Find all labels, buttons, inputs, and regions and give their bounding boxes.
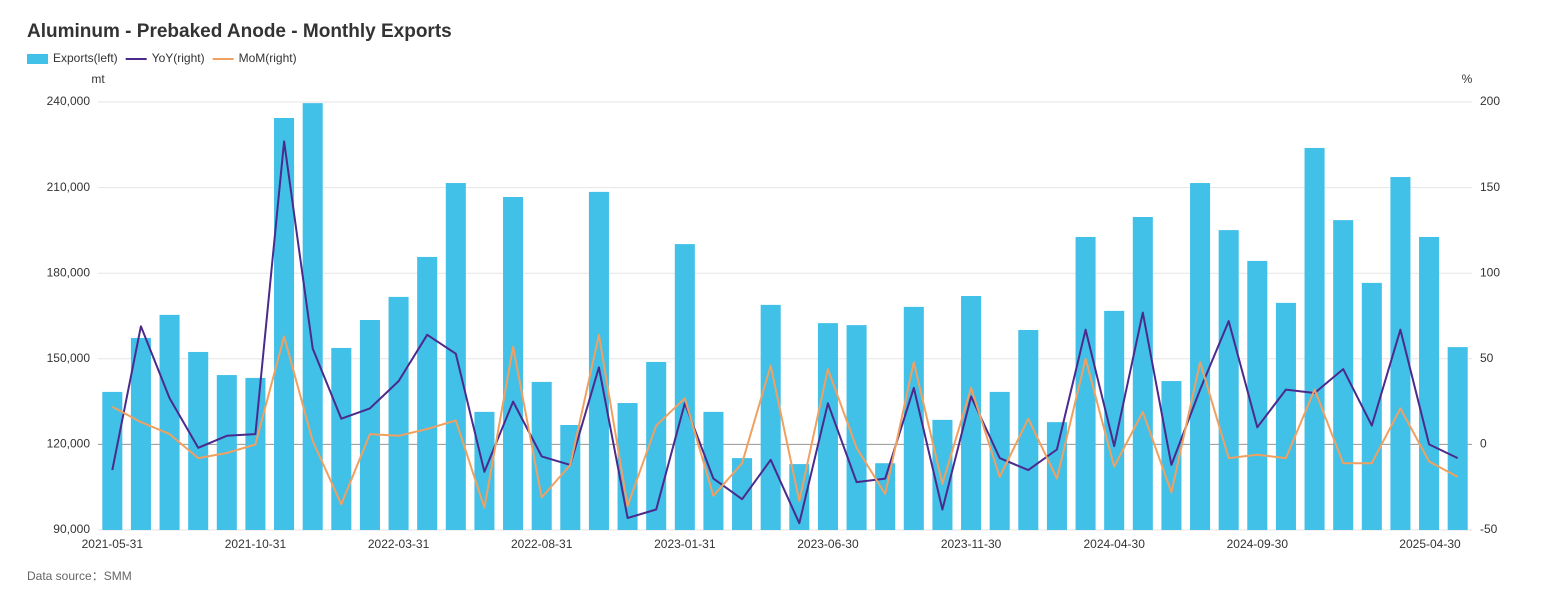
data-source: Data source：SMM — [27, 569, 132, 583]
bar — [274, 117, 295, 530]
y-tick-label: 240,000 — [47, 94, 91, 108]
x-tick-label: 2023-11-30 — [941, 537, 1002, 551]
bar — [846, 325, 867, 530]
bar — [503, 197, 524, 531]
y2-tick-label: 150 — [1480, 180, 1500, 194]
y2-tick-label: -50 — [1480, 522, 1498, 536]
x-tick-label: 2024-04-30 — [1083, 537, 1145, 551]
y2-tick-label: 200 — [1480, 94, 1500, 108]
y-tick-label: 210,000 — [47, 180, 91, 194]
bar — [130, 337, 151, 530]
legend-label: YoY(right) — [152, 51, 205, 65]
bar — [159, 314, 180, 530]
bar — [1275, 302, 1296, 530]
bar — [245, 377, 266, 530]
bar — [1361, 282, 1382, 530]
bar — [732, 458, 753, 530]
bar — [302, 103, 323, 531]
bar — [102, 391, 123, 530]
bar — [1161, 381, 1182, 530]
y-tick-label: 150,000 — [47, 351, 91, 365]
y2-tick-label: 100 — [1480, 265, 1500, 279]
y-tick-label: 120,000 — [47, 437, 91, 451]
bar — [903, 306, 924, 530]
bar — [674, 244, 695, 530]
bar — [1390, 177, 1411, 530]
bar — [1247, 260, 1268, 530]
x-tick-label: 2023-06-30 — [797, 537, 859, 551]
bar — [417, 256, 438, 530]
bar — [359, 319, 380, 530]
bar — [989, 391, 1010, 530]
bar — [1104, 310, 1125, 530]
x-tick-label: 2025-04-30 — [1399, 537, 1461, 551]
y2-tick-label: 0 — [1480, 437, 1487, 451]
bar — [1018, 329, 1039, 530]
x-tick-label: 2024-09-30 — [1227, 537, 1289, 551]
bar — [588, 191, 609, 530]
legend-label: Exports(left) — [53, 51, 118, 65]
bar — [617, 403, 638, 530]
bar — [1218, 230, 1239, 530]
bar — [961, 296, 982, 530]
bar — [760, 304, 781, 530]
y2-tick-label: 50 — [1480, 351, 1494, 365]
bar — [817, 323, 838, 530]
bar — [1447, 347, 1468, 530]
chart-title: Aluminum - Prebaked Anode - Monthly Expo… — [27, 21, 452, 42]
x-tick-label: 2021-10-31 — [225, 537, 287, 551]
y-axis-unit: mt — [91, 72, 105, 86]
y-tick-label: 90,000 — [53, 522, 90, 536]
x-tick-label: 2021-05-31 — [82, 537, 144, 551]
y-tick-label: 180,000 — [47, 265, 91, 279]
bar — [875, 463, 896, 530]
bar — [1190, 183, 1211, 530]
line-series — [111, 140, 1459, 525]
bar — [188, 351, 209, 530]
bar — [932, 419, 953, 530]
line-series — [111, 333, 1459, 509]
legend-label: MoM(right) — [239, 51, 297, 65]
bar — [1075, 236, 1096, 531]
x-tick-label: 2023-01-31 — [654, 537, 716, 551]
bar — [1304, 147, 1325, 530]
bar — [703, 411, 724, 530]
legend-swatch — [27, 54, 48, 64]
bar — [331, 347, 352, 530]
x-tick-label: 2022-03-31 — [368, 537, 430, 551]
bar — [1419, 236, 1440, 531]
bar — [388, 296, 409, 530]
bar — [1132, 216, 1153, 531]
x-tick-label: 2022-08-31 — [511, 537, 573, 551]
y2-axis-unit: % — [1462, 72, 1473, 86]
